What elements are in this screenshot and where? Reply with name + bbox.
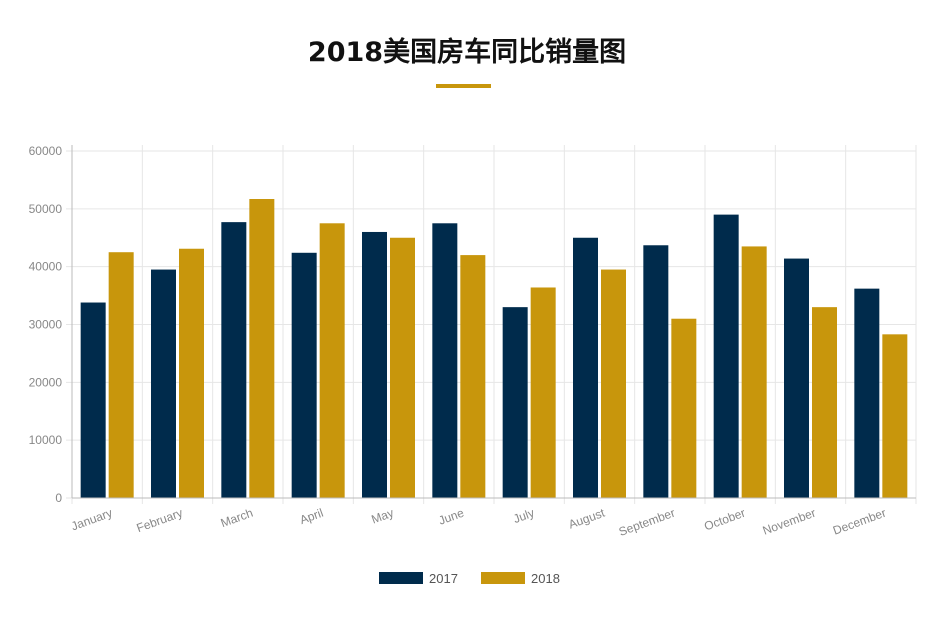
x-tick-label: September [617, 506, 677, 539]
x-tick-label: January [69, 506, 114, 534]
bar-2018-october[interactable] [741, 246, 767, 498]
legend-label-2018[interactable]: 2018 [531, 571, 560, 586]
bar-2018-august[interactable] [601, 269, 626, 498]
bar-2018-december[interactable] [882, 334, 908, 498]
bars [80, 199, 908, 499]
y-tick-label: 20000 [29, 375, 63, 389]
y-tick-label: 0 [55, 491, 62, 505]
bar-2017-december[interactable] [854, 288, 880, 498]
x-tick-label: February [135, 506, 185, 536]
x-tick-label: December [831, 506, 888, 538]
x-tick-label: June [437, 506, 467, 528]
bar-2017-january[interactable] [80, 302, 106, 498]
legend-swatch-2018[interactable] [481, 572, 525, 584]
y-tick-label: 50000 [29, 202, 63, 216]
bar-2017-march[interactable] [221, 222, 247, 498]
bar-2018-september[interactable] [671, 318, 697, 498]
legend[interactable]: 2017 2018 [379, 571, 560, 586]
x-tick-label: November [761, 506, 818, 538]
bar-2018-february[interactable] [179, 248, 204, 498]
title-underline [436, 84, 491, 88]
x-tick-label: August [567, 505, 608, 531]
bar-2017-february[interactable] [151, 269, 176, 498]
bar-2017-august[interactable] [573, 237, 598, 498]
x-tick-label: March [219, 506, 255, 531]
bar-2017-july[interactable] [502, 307, 528, 498]
y-tick-label: 60000 [29, 144, 63, 158]
bar-2018-may[interactable] [390, 237, 415, 498]
chart-title: 2018美国房车同比销量图 [307, 37, 627, 68]
bar-2018-january[interactable] [108, 252, 134, 498]
legend-label-2017[interactable]: 2017 [429, 571, 458, 586]
bar-2017-october[interactable] [713, 214, 739, 498]
x-axis: January February March April May June July Augu… [69, 497, 916, 539]
bar-2018-july[interactable] [530, 287, 556, 498]
bar-2018-november[interactable] [812, 307, 837, 498]
x-tick-label: October [702, 506, 747, 534]
bar-2017-september[interactable] [643, 245, 669, 498]
bar-2017-june[interactable] [432, 223, 458, 498]
x-tick-label: April [298, 506, 325, 527]
y-tick-label: 40000 [29, 260, 63, 274]
y-tick-label: 10000 [29, 433, 63, 447]
bar-2017-april[interactable] [291, 252, 317, 498]
y-axis: 0 10000 20000 30000 40000 50000 60000 [29, 144, 73, 505]
legend-swatch-2017[interactable] [379, 572, 423, 584]
y-tick-label: 30000 [29, 318, 63, 332]
bar-2017-may[interactable] [362, 231, 387, 498]
bar-2018-june[interactable] [460, 255, 486, 498]
bar-2018-april[interactable] [319, 223, 345, 498]
x-tick-label: July [511, 506, 536, 526]
bar-2018-march[interactable] [249, 199, 275, 499]
x-tick-label: May [369, 506, 395, 527]
bar-2017-november[interactable] [784, 258, 809, 498]
